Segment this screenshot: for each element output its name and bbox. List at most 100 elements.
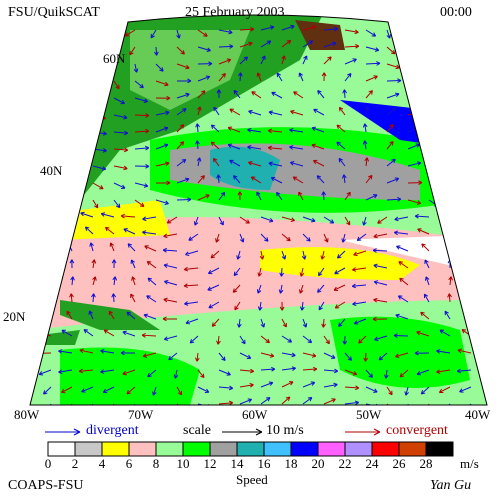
wind-arrow [197, 106, 202, 116]
wind-arrow [323, 41, 337, 48]
lat-label: 40N [40, 163, 63, 178]
wind-arrow [333, 284, 346, 291]
wind-arrow [344, 58, 357, 65]
wind-arrow [302, 335, 313, 344]
wind-arrow [30, 352, 31, 359]
wind-arrow [218, 352, 226, 362]
wind-arrow [227, 126, 241, 133]
wind-arrow [155, 80, 169, 87]
wind-arrow [155, 180, 171, 186]
wind-arrow [215, 233, 220, 243]
lon-label: 80W [14, 407, 40, 422]
wind-arrow [439, 329, 451, 337]
wind-arrow [30, 63, 39, 72]
wind-arrow [470, 131, 485, 136]
wind-arrow [344, 216, 351, 226]
wind-arrow [92, 276, 97, 286]
wind-arrow [91, 293, 96, 303]
wind-arrow [176, 141, 185, 150]
wind-arrow [436, 369, 451, 374]
wind-arrow [239, 26, 255, 32]
wind-arrow [461, 46, 472, 54]
wind-arrow [196, 157, 202, 167]
wind-arrow [268, 110, 283, 116]
wind-arrow [100, 212, 115, 218]
wind-arrow [449, 199, 457, 209]
wind-arrow [399, 277, 409, 286]
wind-arrow [318, 301, 325, 311]
wind-arrow [122, 330, 136, 337]
wind-arrow [113, 130, 129, 136]
wind-arrow [281, 250, 287, 260]
colorbar-label: 4 [99, 456, 106, 471]
wind-arrow [462, 226, 472, 235]
wind-arrow [45, 46, 52, 56]
wind-arrow [233, 89, 241, 99]
wind-arrow [134, 113, 150, 118]
colorbar-label: 18 [285, 456, 298, 471]
wind-arrow [427, 63, 433, 73]
wind-arrow [311, 126, 325, 133]
wind-arrow [351, 283, 367, 289]
colorbar-box [344, 441, 373, 457]
wind-arrow [71, 182, 84, 189]
wind-arrow [183, 266, 199, 272]
wind-arrow [302, 216, 316, 223]
wind-arrow [147, 369, 157, 378]
wind-arrow [365, 194, 378, 201]
wind-arrow [70, 276, 75, 286]
wind-arrow [397, 295, 409, 303]
colorbar-label: 8 [153, 456, 160, 471]
wind-arrow [338, 318, 346, 327]
wind-arrow [344, 400, 360, 405]
wind-arrow [100, 348, 115, 354]
wind-arrow [321, 191, 327, 201]
wind-arrow [321, 72, 327, 82]
wind-arrow [353, 318, 367, 325]
wind-arrow [356, 233, 367, 242]
wind-arrow [195, 140, 200, 150]
wind-arrow [50, 128, 66, 134]
scale-value: 10 m/s [266, 423, 304, 438]
wind-arrow [344, 369, 358, 376]
wind-arrow [299, 301, 305, 311]
wind-arrow [162, 316, 178, 322]
wind-arrow [268, 161, 283, 167]
wind-arrow [407, 161, 422, 167]
wind-arrow [197, 90, 206, 99]
wind-arrow [373, 280, 388, 286]
wind-arrow [176, 108, 187, 116]
wind-arrow [248, 160, 262, 167]
wind-arrow [237, 191, 243, 201]
wind-arrow [213, 106, 220, 116]
wind-arrow [152, 386, 157, 396]
wind-arrow [428, 145, 444, 151]
wind-arrow [176, 29, 181, 39]
divergent-label: divergent [86, 423, 139, 438]
wind-arrow [362, 123, 368, 133]
land [60, 300, 160, 330]
wind-arrow [58, 349, 73, 354]
wind-arrow [101, 29, 115, 36]
wind-arrow [111, 259, 117, 269]
wind-arrow [352, 267, 367, 272]
wind-arrow [317, 284, 325, 293]
wind-arrow [338, 106, 346, 116]
wind-arrow [30, 230, 31, 236]
wind-arrow [134, 163, 150, 169]
wind-arrow [373, 297, 388, 303]
wind-arrow [71, 147, 87, 153]
wind-arrow [302, 25, 317, 31]
wind-arrow [144, 245, 157, 252]
wind-arrow [188, 233, 199, 241]
wind-arrow [218, 58, 232, 65]
wind-arrow [126, 386, 136, 395]
wind-arrow [365, 61, 381, 66]
wind-arrow [414, 213, 430, 219]
wind-arrow [113, 199, 121, 209]
wind-arrow [50, 63, 55, 73]
wind-arrow [373, 263, 388, 269]
title: FSU/QuikSCAT [8, 5, 100, 20]
wind-arrow [279, 267, 285, 277]
wind-arrow [302, 352, 317, 358]
